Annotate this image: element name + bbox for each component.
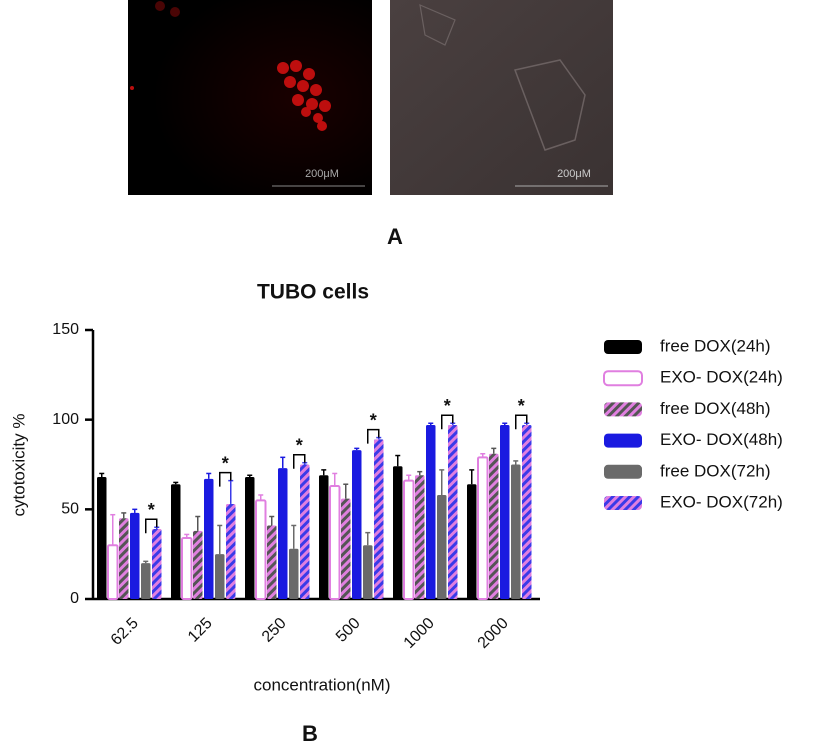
significance-bracket	[367, 428, 380, 444]
significance-label: *	[518, 396, 525, 416]
bar	[267, 525, 277, 599]
significance-bracket	[293, 453, 306, 469]
significance-bracket	[219, 471, 232, 487]
bar	[329, 485, 341, 600]
bar	[107, 544, 119, 601]
bar	[204, 478, 214, 599]
y-tick-label: 50	[61, 501, 79, 518]
bar	[467, 484, 477, 599]
x-axis-label: concentration(nM)	[253, 675, 390, 694]
legend-label: free DOX(24h)	[660, 336, 771, 355]
legend-swatch	[604, 402, 642, 417]
image-fluorescence: 200μM	[128, 0, 372, 195]
legend-label: EXO- DOX(24h)	[660, 368, 783, 387]
bar	[226, 503, 236, 599]
bar	[319, 475, 329, 599]
bar	[352, 450, 362, 599]
bar	[500, 425, 510, 599]
bar	[403, 479, 415, 601]
bar	[341, 498, 351, 599]
bar	[511, 464, 521, 599]
bar	[119, 518, 129, 599]
bar	[97, 477, 107, 599]
significance-label: *	[370, 410, 377, 430]
legend-swatch	[603, 370, 643, 387]
legend-label: EXO- DOX(72h)	[660, 492, 783, 511]
bar	[363, 545, 373, 599]
bar	[522, 425, 532, 599]
bar	[171, 484, 181, 599]
legend-swatch	[604, 433, 642, 448]
x-tick-label: 2000	[475, 615, 512, 652]
y-axis-label: cytotoxicity %	[9, 414, 28, 517]
bar	[489, 453, 499, 599]
y-tick-label: 0	[70, 590, 79, 607]
bar	[426, 425, 436, 599]
legend-label: free DOX(48h)	[660, 399, 771, 418]
significance-label: *	[444, 396, 451, 416]
image-brightfield: 200μM	[390, 0, 613, 195]
significance-label: *	[222, 453, 229, 473]
significance-bracket	[441, 414, 454, 430]
x-tick-label: 62.5	[108, 615, 142, 649]
legend-swatch	[604, 464, 642, 479]
bar	[193, 530, 203, 599]
y-tick-label: 150	[52, 321, 79, 338]
scale-label: 200μM	[557, 168, 591, 180]
bar	[374, 439, 384, 599]
x-tick-label: 125	[185, 615, 216, 646]
x-tick-label: 250	[259, 615, 290, 646]
bar	[278, 468, 288, 599]
bar	[437, 494, 447, 599]
panel-label: A	[387, 224, 403, 249]
legend-label: free DOX(72h)	[660, 461, 771, 480]
bar	[245, 477, 255, 599]
y-tick-label: 100	[52, 411, 79, 428]
bar	[393, 466, 403, 599]
bar	[130, 512, 140, 599]
significance-bracket	[145, 518, 158, 534]
bar	[415, 475, 425, 599]
bar	[141, 563, 151, 599]
legend-label: EXO- DOX(48h)	[660, 430, 783, 449]
bar	[448, 425, 458, 599]
significance-label: *	[296, 435, 303, 455]
bar	[255, 499, 267, 600]
legend-swatch	[604, 340, 642, 354]
bar	[181, 537, 193, 601]
chart-title: TUBO cells	[257, 281, 369, 304]
bar	[289, 548, 299, 599]
bar	[215, 554, 225, 599]
significance-bracket	[515, 414, 528, 430]
x-tick-label: 500	[333, 615, 364, 646]
legend-swatch	[604, 496, 642, 510]
bar	[152, 529, 162, 599]
bar	[477, 456, 489, 600]
scale-label: 200μM	[305, 168, 339, 180]
bar	[300, 464, 310, 599]
panel-label: B	[302, 721, 318, 746]
significance-label: *	[148, 500, 155, 520]
x-tick-label: 1000	[401, 615, 438, 652]
